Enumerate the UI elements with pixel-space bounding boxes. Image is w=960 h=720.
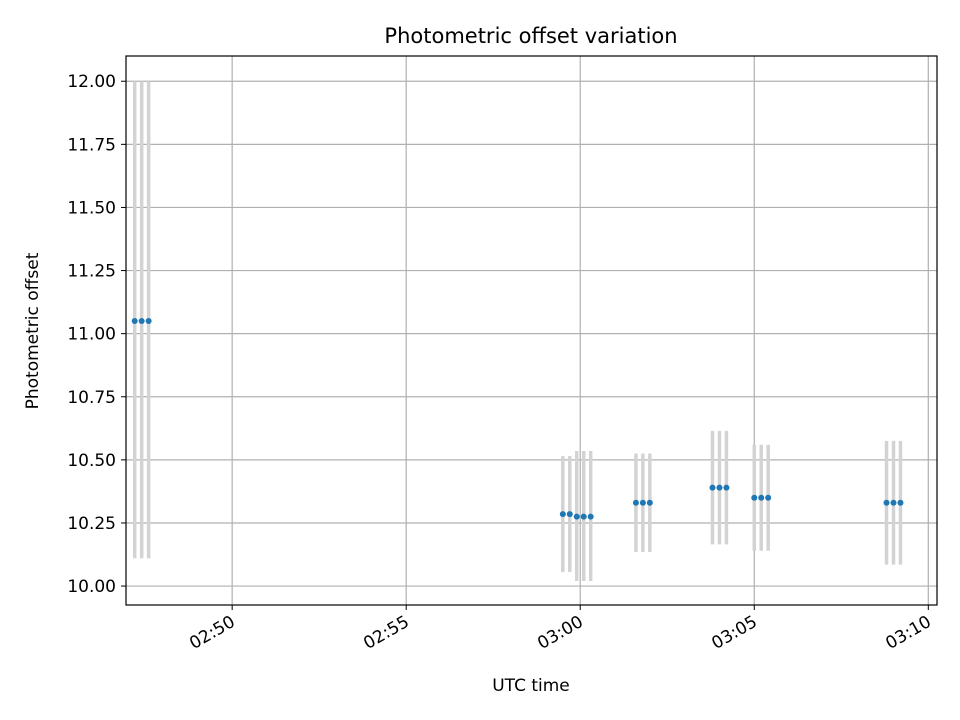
x-tick-label: 02:55 bbox=[360, 612, 412, 654]
y-tick-label: 10.50 bbox=[67, 451, 116, 471]
data-point bbox=[145, 318, 152, 325]
y-tick-label: 11.75 bbox=[67, 135, 116, 155]
x-tick-label: 02:50 bbox=[186, 612, 238, 654]
x-axis-label: UTC time bbox=[492, 676, 570, 696]
x-axis: 02:50 02:55 03:00 03:05 03:10 bbox=[186, 605, 935, 654]
data-point bbox=[587, 513, 594, 520]
data-point bbox=[897, 499, 904, 506]
data-point bbox=[883, 499, 890, 506]
data-point bbox=[723, 484, 730, 491]
x-tick-label: 03:05 bbox=[708, 612, 760, 654]
data-point bbox=[131, 318, 138, 325]
data-point bbox=[559, 511, 566, 518]
plot-area-frame bbox=[125, 55, 938, 606]
data-point bbox=[639, 499, 646, 506]
data-points bbox=[131, 318, 904, 520]
data-point bbox=[751, 494, 758, 501]
data-point bbox=[709, 484, 716, 491]
data-point bbox=[573, 513, 580, 520]
data-point bbox=[758, 494, 765, 501]
y-tick-label: 11.25 bbox=[67, 262, 116, 282]
y-axis-label: Photometric offset bbox=[23, 252, 43, 409]
data-point bbox=[716, 484, 723, 491]
y-axis: 10.00 10.25 10.50 10.75 11.00 11.25 11.50 11.75… bbox=[67, 72, 126, 597]
data-point bbox=[580, 513, 587, 520]
error-bars bbox=[132, 81, 903, 582]
data-point bbox=[566, 511, 573, 518]
data-point bbox=[646, 499, 653, 506]
data-point bbox=[138, 318, 145, 325]
y-tick-label: 10.25 bbox=[67, 514, 116, 534]
y-tick-label: 11.50 bbox=[67, 198, 116, 218]
data-point bbox=[890, 499, 897, 506]
y-tick-label: 10.00 bbox=[67, 577, 116, 597]
data-point bbox=[632, 499, 639, 506]
chart-title: Photometric offset variation bbox=[384, 24, 677, 48]
x-tick-label: 03:00 bbox=[534, 612, 586, 654]
y-tick-label: 12.00 bbox=[67, 72, 116, 92]
x-tick-label: 03:10 bbox=[882, 612, 934, 654]
y-tick-label: 11.00 bbox=[67, 325, 116, 345]
y-tick-label: 10.75 bbox=[67, 388, 116, 408]
data-point bbox=[765, 494, 772, 501]
grid bbox=[126, 56, 937, 605]
